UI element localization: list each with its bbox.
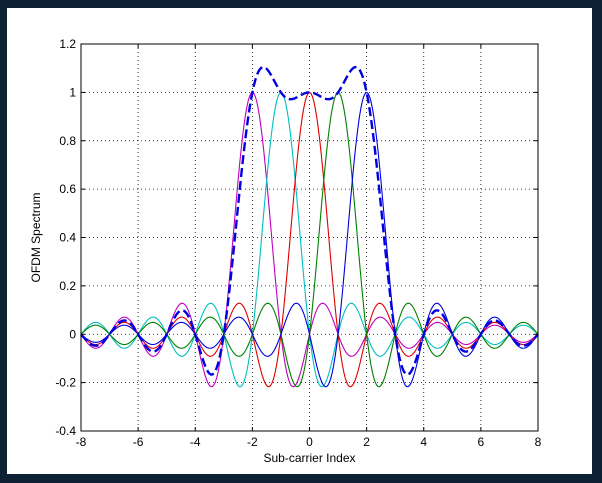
- plot-panel: [7, 8, 592, 474]
- y-tick-label: -0.2: [55, 376, 76, 390]
- x-tick-label: -6: [133, 435, 144, 449]
- tick-marks: [80, 43, 539, 432]
- x-tick-label: 4: [420, 435, 427, 449]
- subcarrier-line-2: [80, 91, 539, 388]
- x-tick-label: -8: [76, 435, 87, 449]
- y-tick-label: 0: [69, 327, 76, 341]
- x-tick-label: 8: [535, 435, 542, 449]
- y-tick-label: 0.2: [59, 279, 76, 293]
- y-tick-label: 0.6: [59, 182, 76, 196]
- x-tick-label: -4: [190, 435, 201, 449]
- x-axis-label: Sub-carrier Index: [263, 451, 355, 465]
- y-tick-label: -0.4: [55, 424, 76, 438]
- subcarrier-line-0: [80, 91, 539, 388]
- grid-lines: [81, 44, 538, 431]
- x-tick-label: 0: [306, 435, 313, 449]
- sum-spectrum-line: [80, 65, 539, 376]
- x-tick-label: -2: [247, 435, 258, 449]
- y-axis-label: OFDM Spectrum: [29, 192, 43, 282]
- tick-labels: -8 -6 -4 -2 0 2 4 6 8 -0.4 -0.2 0 0.2 0.4 0.6 0.8 1 1.2: [55, 37, 541, 449]
- series-curves: [80, 65, 539, 388]
- x-tick-label: 2: [363, 435, 370, 449]
- y-tick-label: 1: [69, 85, 76, 99]
- y-tick-label: 0.8: [59, 134, 76, 148]
- y-tick-label: 0.4: [59, 231, 76, 245]
- y-tick-label: 1.2: [59, 37, 76, 51]
- x-tick-label: 6: [478, 435, 485, 449]
